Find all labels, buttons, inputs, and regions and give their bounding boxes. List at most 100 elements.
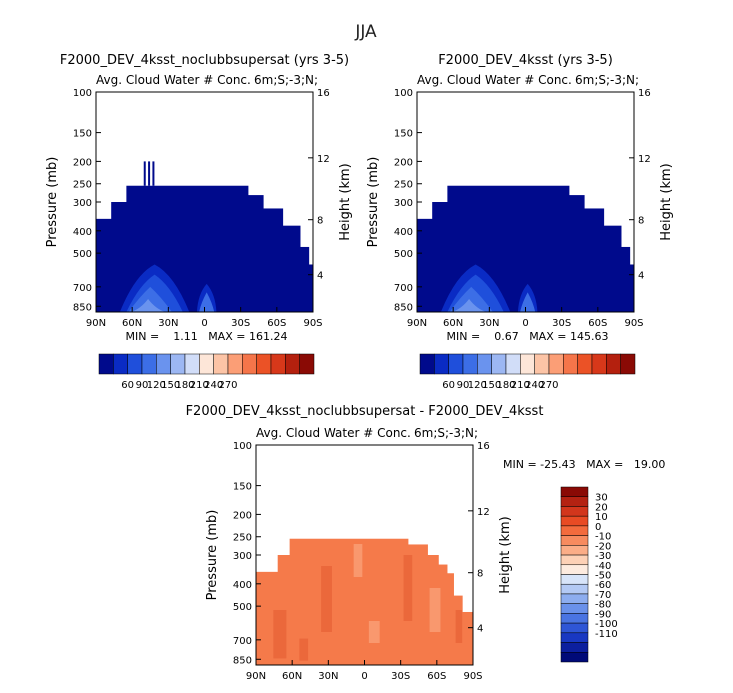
colorbar-label: -30: [595, 551, 611, 562]
y-tick-label: 400: [73, 227, 92, 238]
y2-tick-label: 12: [317, 154, 330, 165]
colorbar-swatch: [98, 353, 114, 375]
page-title: JJA: [354, 22, 377, 42]
colorbar-swatch: [227, 353, 243, 375]
y-tick-label: 500: [394, 249, 413, 260]
colorbar-swatch: [299, 353, 315, 375]
plume: [451, 298, 487, 312]
y-tick-label: 150: [233, 482, 252, 493]
plume: [520, 292, 536, 312]
colorbar-swatch: [560, 525, 589, 536]
plume: [199, 292, 215, 312]
y-tick-label: 250: [73, 180, 92, 191]
y2-tick-label: 8: [638, 216, 644, 227]
colorbar-label: 90: [457, 380, 470, 391]
colorbar-swatch: [560, 535, 589, 546]
y-tick-label: 400: [233, 580, 252, 591]
colorbar-swatch: [560, 593, 589, 604]
colorbar-swatch: [606, 353, 621, 375]
y2-axis-label: Height (km): [659, 163, 674, 240]
y-tick-label: 700: [394, 283, 413, 294]
diff-patch: [403, 555, 413, 621]
y2-tick-label: 16: [477, 441, 490, 452]
x-tick-label: 30N: [479, 318, 499, 329]
spike: [152, 161, 155, 186]
x-tick-label: 60N: [443, 318, 463, 329]
x-tick-label: 60N: [282, 671, 302, 682]
colorbar-label: 150: [482, 380, 501, 391]
panel-subtitle-right: 6m;S;-3;N;: [254, 73, 318, 87]
y2-tick-label: 12: [638, 154, 651, 165]
y2-tick-label: 12: [477, 507, 490, 518]
colorbar-label: 60: [442, 380, 455, 391]
panel-stats: MIN = 0.67 MAX = 145.63: [447, 330, 609, 343]
colorbar-swatch: [448, 353, 464, 375]
colorbar-swatch: [477, 353, 492, 375]
y2-axis-label: Height (km): [338, 163, 353, 240]
y2-tick-label: 4: [477, 624, 483, 635]
colorbar-swatch: [560, 545, 589, 556]
panel-title: F2000_DEV_4ksst_noclubbsupersat - F2000_…: [186, 404, 544, 419]
colorbar-swatch: [170, 353, 186, 375]
colorbar-swatch: [242, 353, 257, 375]
colorbar-label: -60: [595, 580, 611, 591]
spike: [148, 161, 151, 186]
domain-fill: [432, 202, 448, 312]
x-tick-label: 90S: [624, 318, 643, 329]
colorbar-swatch: [560, 506, 589, 517]
colorbar-swatch: [256, 353, 272, 375]
y-tick-label: 100: [394, 88, 413, 99]
colorbar-swatch: [213, 353, 229, 375]
colorbar-label: 10: [595, 512, 608, 523]
colorbar-label: 180: [496, 380, 515, 391]
colorbar-label: -80: [595, 600, 611, 611]
colorbar-swatch: [199, 353, 214, 375]
colorbar-label: 210: [190, 380, 209, 391]
y-tick-label: 150: [73, 129, 92, 140]
spike: [143, 161, 146, 186]
y-tick-label: 250: [394, 180, 413, 191]
y-tick-label: 100: [233, 441, 252, 452]
domain-fill: [308, 264, 314, 312]
y-axis-label: Pressure (mb): [45, 157, 60, 248]
colorbar-swatch: [548, 353, 564, 375]
plume: [128, 286, 172, 312]
colorbar-swatch: [560, 632, 589, 643]
diff-patch: [368, 621, 380, 643]
colorbar-swatch: [127, 353, 143, 375]
colorbar-swatch: [434, 353, 449, 375]
panel-diff: F2000_DEV_4ksst_noclubbsupersat - F2000_…: [186, 404, 618, 682]
colorbar-swatch: [560, 613, 589, 624]
x-tick-label: 30N: [318, 671, 338, 682]
colorbar-swatch: [560, 564, 589, 575]
domain-fill: [111, 202, 127, 312]
colorbar-swatch: [560, 603, 589, 614]
colorbar-swatch: [560, 496, 589, 507]
x-tick-label: 60S: [267, 318, 286, 329]
colorbar-swatch: [270, 353, 286, 375]
y2-tick-label: 8: [477, 569, 483, 580]
panel-noclubb: F2000_DEV_4ksst_noclubbsupersat (yrs 3-5…: [45, 53, 353, 391]
plume: [130, 298, 166, 312]
colorbar-label: 20: [595, 502, 608, 513]
domain-fill: [603, 225, 622, 312]
y2-tick-label: 4: [638, 271, 644, 282]
domain-fill: [96, 218, 112, 312]
colorbar-swatch: [560, 622, 589, 634]
domain-fill: [620, 246, 631, 312]
x-tick-label: 30N: [158, 318, 178, 329]
domain-fill: [282, 225, 301, 312]
y-tick-label: 250: [233, 533, 252, 544]
domain-fill: [299, 246, 310, 312]
x-tick-label: 30S: [552, 318, 571, 329]
domain-fill: [568, 195, 585, 312]
colorbar-swatch: [491, 353, 507, 375]
domain-fill: [629, 264, 635, 312]
panel-subtitle: Avg. Cloud Water # Conc.: [417, 73, 572, 87]
domain-fill: [462, 611, 474, 665]
colorbar-label: 150: [161, 380, 180, 391]
colorbar-swatch: [620, 353, 636, 375]
x-tick-label: 60N: [122, 318, 142, 329]
